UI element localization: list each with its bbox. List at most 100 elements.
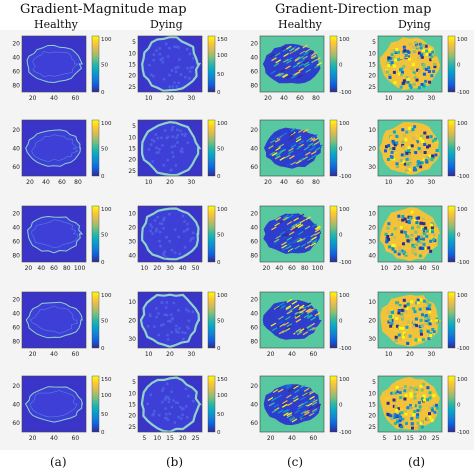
y-tick-label: 60 — [12, 164, 20, 171]
gradient-stroke — [268, 143, 275, 148]
y-tick-label: 20 — [250, 297, 258, 304]
pixel — [386, 157, 390, 161]
pixel — [401, 218, 405, 222]
pixel — [416, 225, 420, 229]
pixel — [170, 390, 173, 393]
pixel — [401, 317, 404, 321]
pixel — [181, 214, 185, 218]
pixel — [417, 238, 421, 242]
pixel — [430, 55, 434, 59]
pixel — [407, 146, 411, 150]
pixel — [397, 252, 401, 256]
pixel — [411, 243, 415, 247]
pixel — [416, 298, 420, 302]
pixel — [408, 157, 412, 161]
pixel — [406, 80, 410, 84]
pixel — [422, 232, 426, 236]
x-tick-label: 20 — [264, 179, 272, 186]
pixel — [174, 328, 178, 331]
column-d-heading: Dying — [398, 18, 431, 31]
gradient-stroke — [309, 395, 315, 400]
colorbar-label: 50 — [101, 319, 108, 325]
pixel — [422, 398, 426, 402]
gradient-stroke — [310, 316, 317, 321]
pixel — [404, 385, 407, 389]
pixel — [393, 250, 397, 254]
pixel — [432, 394, 436, 397]
pixel — [430, 226, 434, 230]
gradient-stroke — [286, 414, 293, 419]
gradient-stroke — [303, 51, 309, 56]
gradient-stroke — [278, 315, 284, 320]
colorbar-label: 100 — [217, 293, 228, 299]
y-tick-label: 10 — [368, 127, 376, 134]
gradient-stroke — [302, 400, 309, 405]
pixel — [435, 149, 439, 152]
pixel — [170, 69, 174, 72]
pixel — [162, 253, 165, 256]
pixel — [408, 42, 412, 46]
pixel — [151, 160, 154, 163]
pixel — [158, 239, 161, 243]
y-tick-label: 80 — [250, 253, 258, 260]
y-tick-label: 80 — [250, 339, 258, 346]
y-tick-label: 60 — [12, 239, 20, 246]
pixel — [172, 399, 175, 402]
pixel — [429, 239, 433, 243]
map-d-1: 5 10 15 20 25 10 20 30 100 0 -100 — [368, 35, 470, 102]
pixel — [417, 235, 421, 239]
pixel — [413, 387, 417, 391]
pixel — [413, 410, 417, 413]
gradient-stroke — [306, 47, 313, 52]
pixel — [185, 416, 189, 419]
gradient-stroke — [283, 216, 289, 221]
pixel — [406, 49, 410, 53]
pixel — [176, 134, 180, 137]
pixel — [385, 70, 389, 74]
pixel — [164, 395, 168, 399]
y-tick-label: 20 — [128, 413, 136, 420]
pixel — [424, 226, 428, 230]
pixel — [427, 144, 431, 148]
pixel — [422, 382, 425, 386]
y-tick-label: 10 — [128, 390, 136, 397]
x-tick-label: 10 — [145, 179, 153, 186]
pixel — [385, 240, 389, 244]
pixel — [433, 138, 437, 142]
pixel — [400, 73, 404, 77]
pixel — [403, 304, 407, 308]
y-tick-label: 60 — [12, 325, 20, 332]
colorbar-label: 100 — [457, 293, 468, 299]
pixel — [425, 49, 428, 53]
pixel — [407, 235, 411, 239]
gradient-stroke — [267, 396, 274, 402]
pixel — [394, 56, 398, 59]
y-tick-label: 25 — [128, 424, 136, 431]
colorbar-label: 50 — [217, 319, 224, 325]
gradient-stroke — [311, 223, 318, 228]
pixel — [424, 317, 428, 321]
pixel — [149, 393, 153, 397]
colorbar — [207, 35, 216, 93]
pixel — [163, 313, 167, 316]
pixel — [161, 60, 165, 64]
x-tick-label: 30 — [428, 351, 436, 358]
pixel — [395, 301, 398, 305]
inner-contour — [31, 219, 78, 249]
gradient-stroke — [294, 238, 301, 243]
colorbar-label: 100 — [339, 207, 350, 213]
pixel — [401, 228, 405, 232]
colorbar-label: 0 — [339, 403, 343, 409]
gradient-stroke — [307, 158, 313, 163]
gradient-stroke — [298, 414, 305, 419]
gradient-stroke — [289, 49, 296, 54]
gradient-stroke — [275, 305, 282, 310]
colorbar-label: 50 — [101, 412, 108, 418]
gradient-stroke — [287, 150, 294, 155]
pixel — [152, 75, 155, 78]
pixel — [401, 128, 405, 132]
pixel — [427, 246, 431, 250]
pixel — [406, 169, 410, 173]
pixel — [422, 43, 426, 47]
colorbar-label: 0 — [101, 430, 105, 436]
